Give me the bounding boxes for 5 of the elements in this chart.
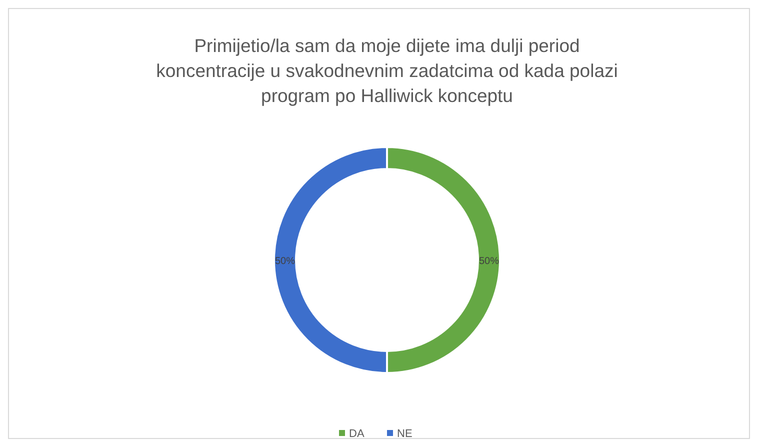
legend-label: NE xyxy=(397,428,412,440)
data-label: 50% xyxy=(274,256,296,267)
chart-title: Primijetio/la sam da moje dijete ima dulji period koncentracije u svakodnevnim zadatcima od kada polazi program po Halliwick konceptu xyxy=(156,35,618,106)
data-label: 50% xyxy=(478,256,500,267)
legend-label: DA xyxy=(349,428,365,440)
